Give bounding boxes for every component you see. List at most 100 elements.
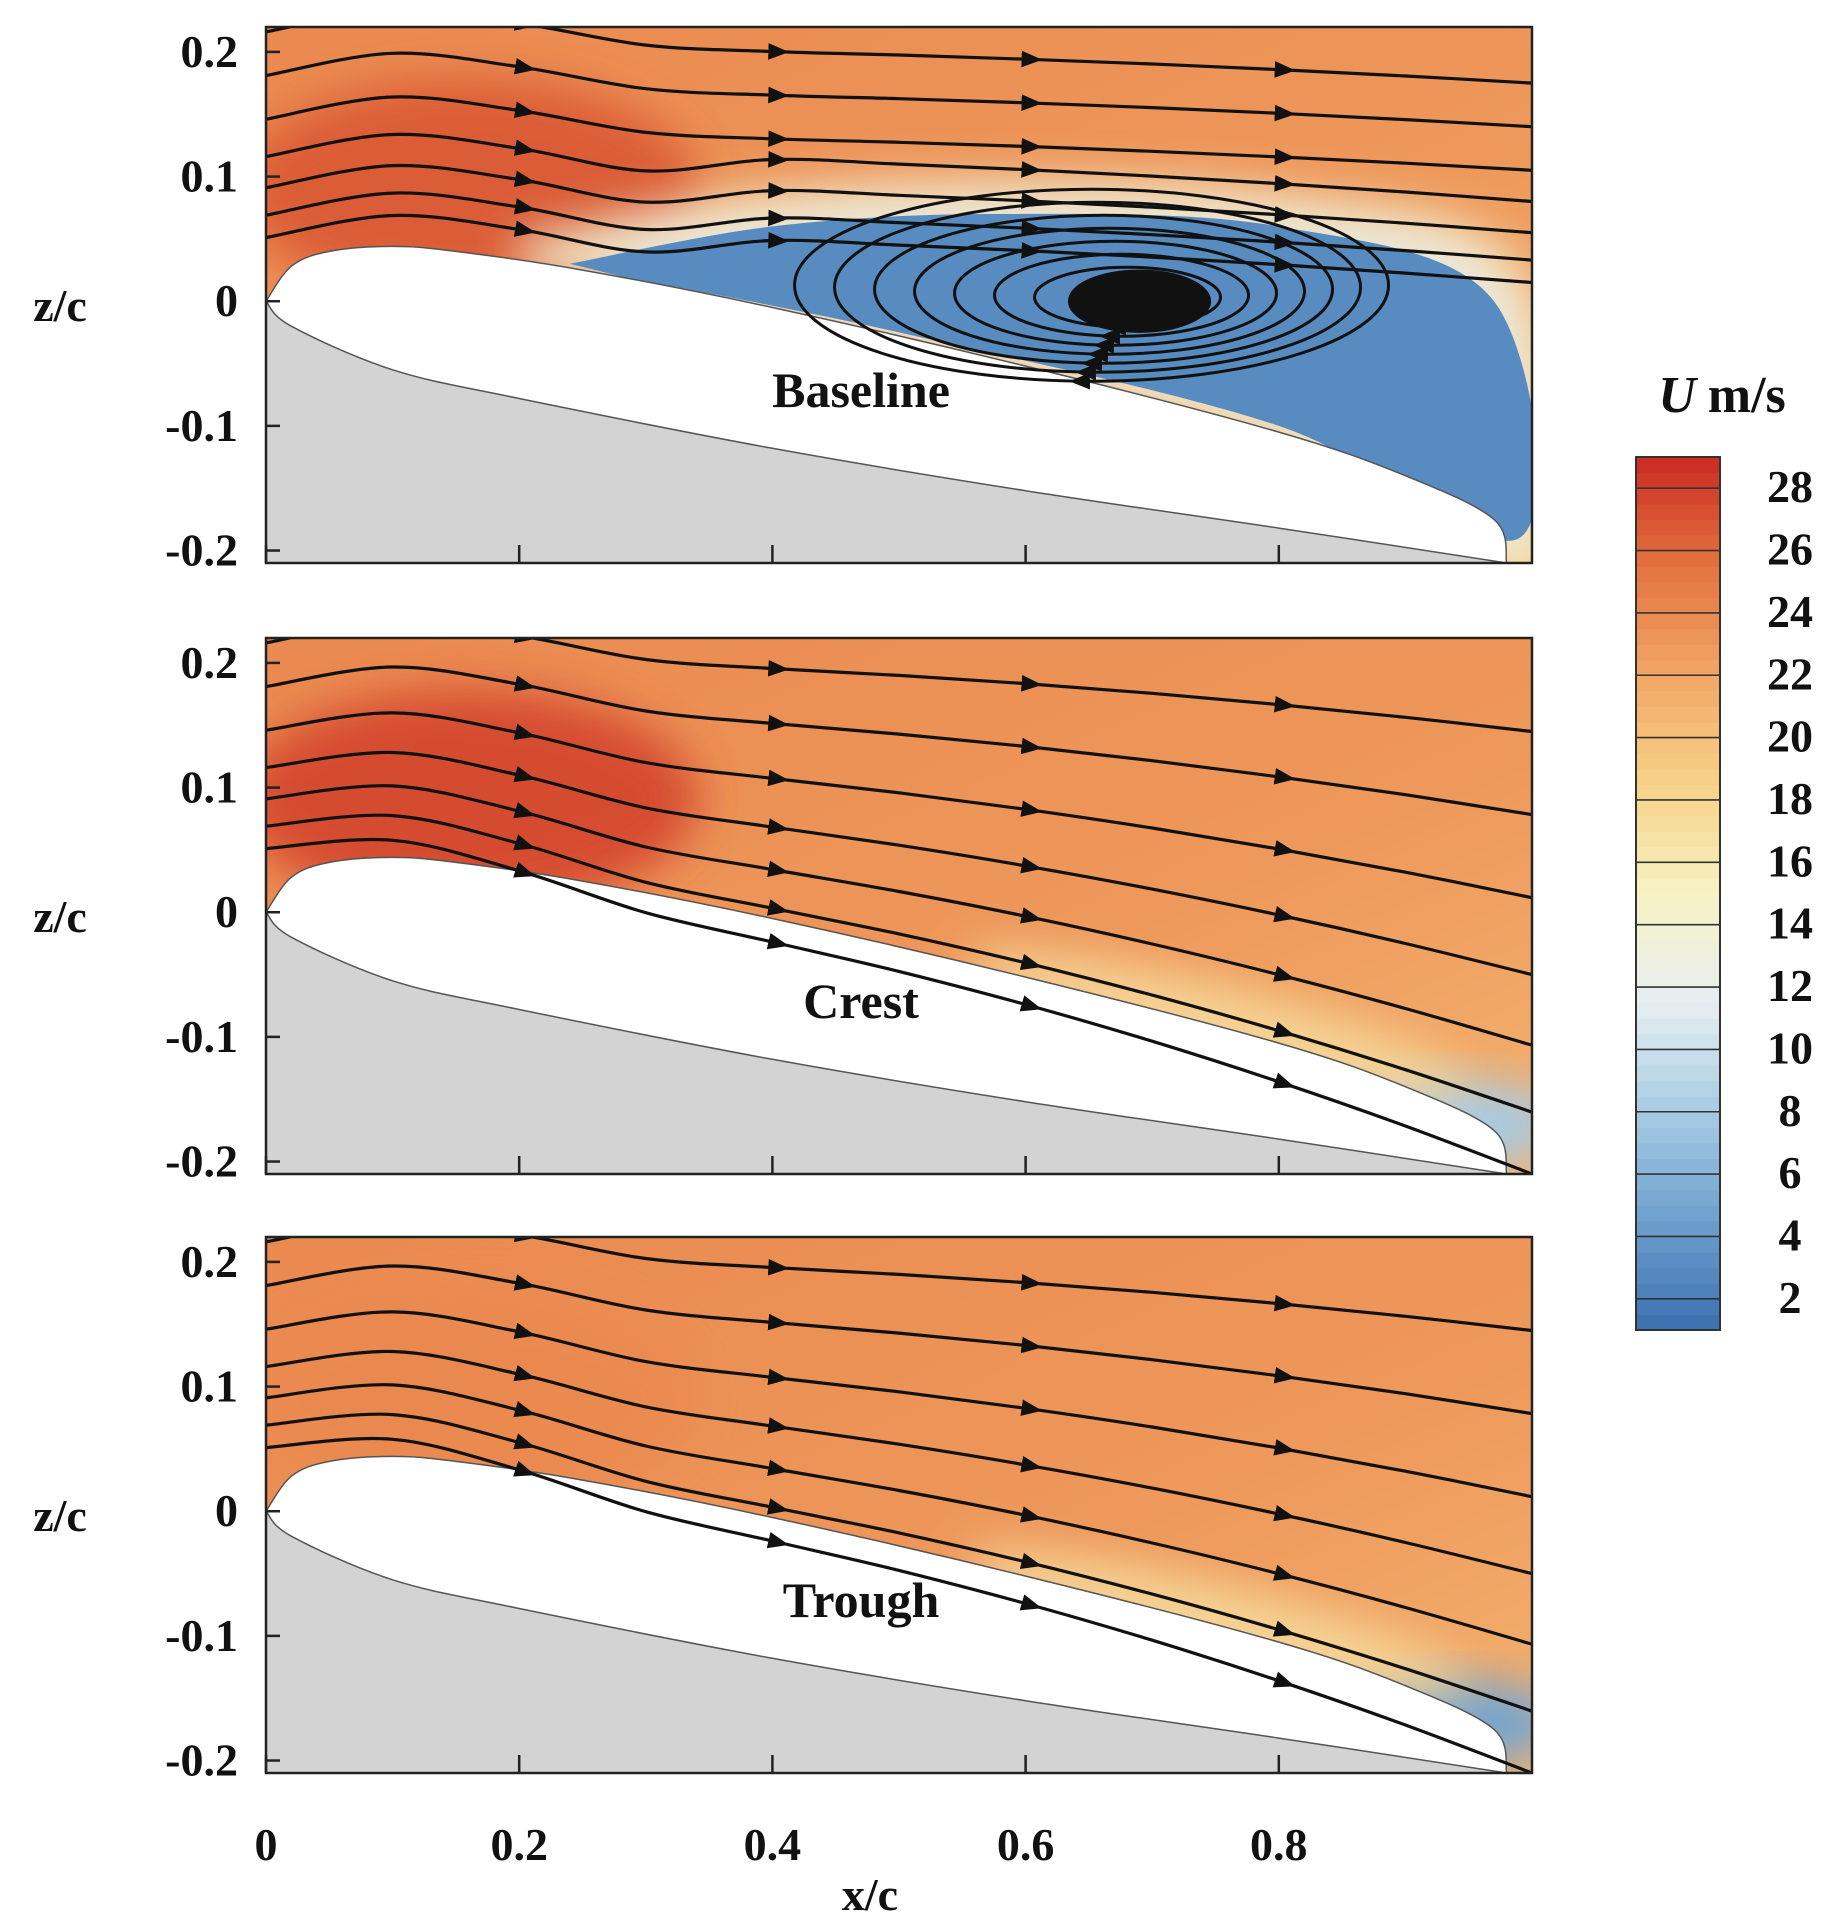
vortex-loop bbox=[993, 252, 1251, 338]
streamline-arrow bbox=[1273, 1439, 1296, 1456]
streamline-arrow bbox=[766, 1498, 789, 1515]
colorbar-band bbox=[1636, 971, 1720, 988]
boundary-layer bbox=[963, 1549, 1468, 1698]
vortex-core bbox=[1067, 269, 1212, 333]
colorbar-band bbox=[1636, 488, 1720, 505]
streamline-arrow bbox=[513, 27, 536, 31]
colorbar-band bbox=[1636, 1314, 1720, 1331]
streamline-arrow bbox=[1272, 1021, 1296, 1038]
colorbar-tick-label: 22 bbox=[1767, 648, 1813, 699]
streamline bbox=[266, 638, 1532, 734]
streamline-arrow bbox=[1020, 737, 1043, 755]
colorbar-band bbox=[1636, 955, 1720, 973]
colorbar-band bbox=[1636, 675, 1720, 692]
streamlines bbox=[266, 27, 1532, 390]
streamline-arrow bbox=[513, 1433, 536, 1450]
colorbar-tick-label: 2 bbox=[1779, 1272, 1802, 1323]
colorbar-band bbox=[1636, 815, 1720, 832]
streamline bbox=[266, 27, 1532, 85]
streamline bbox=[266, 95, 1532, 172]
streamline-arrow bbox=[1272, 1671, 1295, 1688]
colorbar-band bbox=[1636, 1142, 1720, 1160]
vortex-loop bbox=[793, 187, 1391, 383]
colorbar-band bbox=[1636, 659, 1720, 676]
velocity-field bbox=[266, 638, 1532, 1174]
streamline-arrow bbox=[513, 1237, 536, 1243]
colorbar-band bbox=[1636, 1298, 1720, 1316]
streamline bbox=[266, 1349, 1532, 1576]
colorbar-tick-label: 24 bbox=[1767, 586, 1813, 637]
streamline bbox=[266, 837, 1532, 1174]
streamline bbox=[266, 132, 1532, 204]
streamline bbox=[266, 1310, 1532, 1499]
streamline-arrow bbox=[1273, 840, 1296, 857]
colorbar-band bbox=[1636, 1283, 1720, 1300]
colorbar-band bbox=[1636, 987, 1720, 1004]
leading-edge-jet bbox=[266, 1289, 699, 1510]
y-axis-label: z/c bbox=[33, 891, 87, 942]
colorbar-band bbox=[1636, 628, 1720, 645]
vortex-loop bbox=[953, 239, 1279, 347]
y-tick-label: 0.2 bbox=[181, 637, 239, 688]
streamline bbox=[266, 1412, 1532, 1713]
colorbar-band bbox=[1636, 1236, 1720, 1253]
streamline-arrow bbox=[1020, 1455, 1043, 1473]
colorbar-band bbox=[1636, 1002, 1720, 1019]
colorbar-band bbox=[1636, 909, 1720, 926]
colorbar-band bbox=[1636, 690, 1720, 708]
streamline bbox=[266, 813, 1532, 1114]
y-tick-label: -0.2 bbox=[165, 525, 238, 576]
streamline-arrow bbox=[1019, 995, 1042, 1012]
colorbar-band bbox=[1636, 1174, 1720, 1191]
streamline-arrow bbox=[513, 723, 536, 740]
vortex-loop bbox=[873, 213, 1335, 365]
panel-frame bbox=[264, 25, 1534, 565]
colorbar-band bbox=[1636, 612, 1720, 630]
x-tick-label: 0 bbox=[255, 1819, 278, 1870]
streamline-arrow bbox=[1272, 965, 1296, 982]
streamline bbox=[266, 750, 1532, 977]
colorbar-band bbox=[1636, 1018, 1720, 1035]
colorbar-tick-label: 26 bbox=[1767, 524, 1813, 575]
y-tick-label: -0.2 bbox=[165, 1136, 238, 1187]
colorbar-band bbox=[1636, 924, 1720, 941]
colorbar-band bbox=[1636, 831, 1720, 848]
colorbar-band bbox=[1636, 457, 1720, 474]
streamline-arrow bbox=[513, 198, 536, 215]
y-tick-label: -0.1 bbox=[165, 1011, 238, 1062]
colorbar-band bbox=[1636, 1064, 1720, 1082]
colorbar-band bbox=[1636, 940, 1720, 957]
colorbar-variable: U bbox=[1658, 367, 1698, 424]
streamline-arrow bbox=[1020, 1399, 1043, 1416]
streamline-arrow bbox=[513, 766, 536, 783]
colorbar-band bbox=[1636, 1205, 1720, 1222]
colorbar-unit: m/s bbox=[1708, 367, 1786, 424]
colorbar-tick-label: 20 bbox=[1767, 711, 1813, 762]
streamline-arrow bbox=[1272, 1072, 1295, 1089]
colorbar-band bbox=[1636, 1189, 1720, 1206]
streamline-arrow bbox=[513, 1365, 536, 1382]
colorbar-band bbox=[1636, 1080, 1720, 1097]
colorbar-tick-label: 12 bbox=[1767, 960, 1813, 1011]
colorbar-band bbox=[1636, 503, 1720, 520]
streamline-arrow bbox=[767, 1417, 790, 1434]
streamline-arrow bbox=[767, 1459, 789, 1477]
boundary-layer bbox=[963, 950, 1468, 1099]
colorbar-band bbox=[1636, 706, 1720, 723]
colorbar-tick-label: 28 bbox=[1767, 461, 1813, 512]
streamline-arrow bbox=[1273, 695, 1296, 713]
colorbar-tick-label: 10 bbox=[1767, 1022, 1813, 1073]
colorbar-band bbox=[1636, 1096, 1720, 1113]
streamline-arrow bbox=[1273, 1504, 1296, 1522]
colorbar-band bbox=[1636, 893, 1720, 910]
colorbar-band bbox=[1636, 877, 1720, 895]
streamline-arrow bbox=[1273, 905, 1296, 923]
y-axis-label: z/c bbox=[33, 1490, 87, 1541]
colorbar-band bbox=[1636, 1049, 1720, 1066]
streamline-arrow bbox=[1020, 800, 1043, 817]
colorbar-band bbox=[1636, 799, 1720, 817]
streamline-arrow bbox=[513, 802, 536, 819]
colorbar-band bbox=[1636, 768, 1720, 785]
colorbar-tick-label: 16 bbox=[1767, 835, 1813, 886]
